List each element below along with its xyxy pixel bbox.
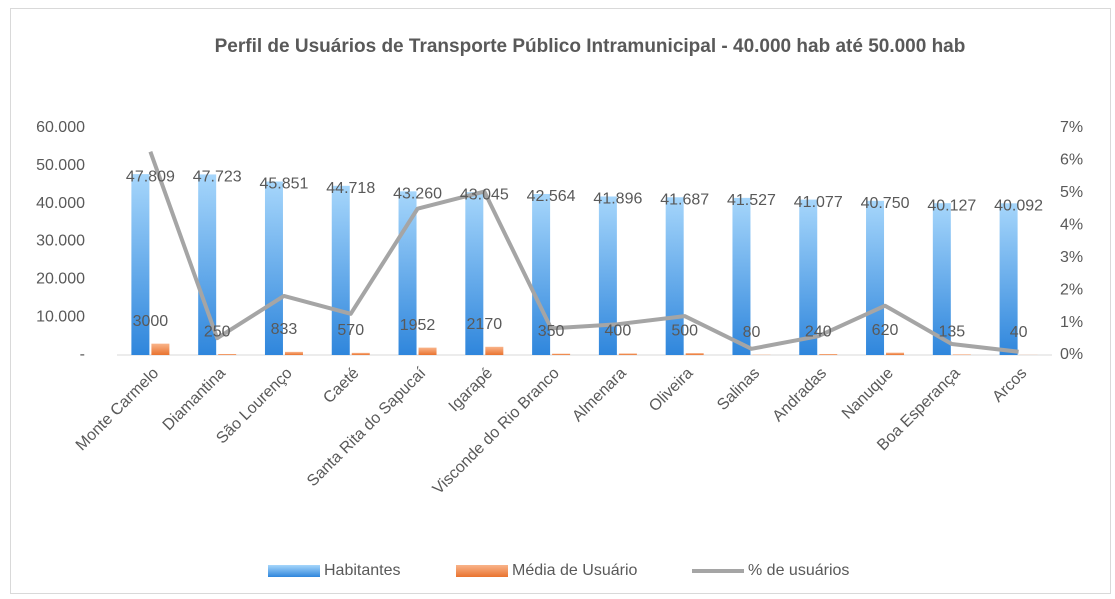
legend-label: Habitantes (324, 562, 401, 579)
x-tick-label: Visconde do Rio Branco (430, 365, 563, 498)
bar (999, 203, 1018, 355)
bar (198, 174, 217, 355)
data-label: 40.750 (861, 195, 910, 212)
data-label: 1952 (400, 317, 436, 334)
y2-tick-label: 1% (1060, 314, 1083, 331)
data-label: 40 (1010, 324, 1028, 341)
y-tick-label: 50.000 (36, 157, 85, 174)
data-label: 41.896 (593, 191, 642, 208)
data-label: 833 (271, 321, 298, 338)
bar (685, 353, 704, 355)
data-label: 41.077 (794, 194, 843, 211)
data-label: 80 (743, 324, 761, 341)
y2-tick-label: 7% (1060, 119, 1083, 136)
y-tick-label: 40.000 (36, 195, 85, 212)
bar (598, 196, 617, 355)
y2-tick-label: 3% (1060, 249, 1083, 266)
bar (819, 354, 838, 355)
data-label: 135 (938, 324, 965, 341)
y2-tick-label: 2% (1060, 281, 1083, 298)
data-label: 44.718 (326, 180, 375, 197)
bar (151, 343, 170, 355)
y2-tick-label: 4% (1060, 217, 1083, 234)
legend-label: % de usuários (748, 562, 849, 579)
data-label: 620 (872, 322, 899, 339)
y-tick-label: 10.000 (36, 308, 85, 325)
data-label: 40.127 (927, 197, 976, 214)
bar (485, 346, 504, 355)
x-tick-label: Caeté (320, 365, 362, 407)
bar (218, 354, 237, 355)
data-label: 42.564 (527, 188, 576, 205)
bar (886, 352, 905, 355)
bar (932, 203, 951, 355)
bar (465, 192, 484, 355)
data-label: 250 (204, 323, 231, 340)
y-tick-label: 60.000 (36, 119, 85, 136)
data-label: 240 (805, 323, 832, 340)
data-label: 400 (605, 323, 632, 340)
y2-tick-label: 6% (1060, 152, 1083, 169)
legend-key (268, 565, 320, 577)
bar (618, 353, 637, 355)
bar (732, 197, 751, 355)
data-label: 47.809 (126, 168, 175, 185)
x-tick-label: Santa Rita do Sapucaí (304, 364, 430, 490)
bar (799, 199, 818, 355)
data-label: 45.851 (259, 176, 308, 193)
bar (264, 181, 283, 355)
x-tick-label: Oliveira (646, 365, 696, 415)
bar (866, 200, 885, 355)
bar (418, 347, 437, 355)
bar (552, 353, 571, 355)
x-tick-label: Arcos (989, 365, 1030, 406)
y-tick-label: 20.000 (36, 271, 85, 288)
y2-tick-label: 5% (1060, 184, 1083, 201)
data-label: 3000 (133, 313, 169, 330)
x-tick-label: Monte Carmelo (73, 365, 162, 454)
chart-title: Perfil de Usuários de Transporte Público… (214, 36, 966, 57)
y2-tick-label: 0% (1060, 346, 1083, 363)
data-label: 43.045 (460, 186, 509, 203)
bar (952, 354, 971, 355)
x-tick-label: Nanuque (839, 365, 897, 423)
y-tick-label: 30.000 (36, 233, 85, 250)
legend-key (456, 565, 508, 577)
data-label: 41.527 (727, 192, 776, 209)
x-tick-label: Salinas (714, 365, 763, 414)
chart-border (10, 8, 1111, 594)
data-label: 570 (337, 322, 364, 339)
data-label: 41.687 (660, 192, 709, 209)
x-tick-label: Andradas (770, 365, 830, 425)
data-label: 43.260 (393, 186, 442, 203)
line (148, 150, 1019, 354)
bar (351, 352, 370, 355)
x-tick-label: Igarapé (446, 365, 496, 415)
data-label: 350 (538, 323, 565, 340)
data-label: 2170 (467, 316, 503, 333)
y-tick-label: - (80, 346, 85, 363)
bar (131, 174, 150, 355)
data-label: 500 (671, 322, 698, 339)
bar (284, 351, 303, 355)
data-label: 40.092 (994, 198, 1043, 215)
x-tick-label: Diamantina (160, 365, 229, 434)
x-tick-label: Almenara (569, 365, 630, 426)
legend-label: Média de Usuário (512, 562, 638, 579)
data-label: 47.723 (193, 169, 242, 186)
